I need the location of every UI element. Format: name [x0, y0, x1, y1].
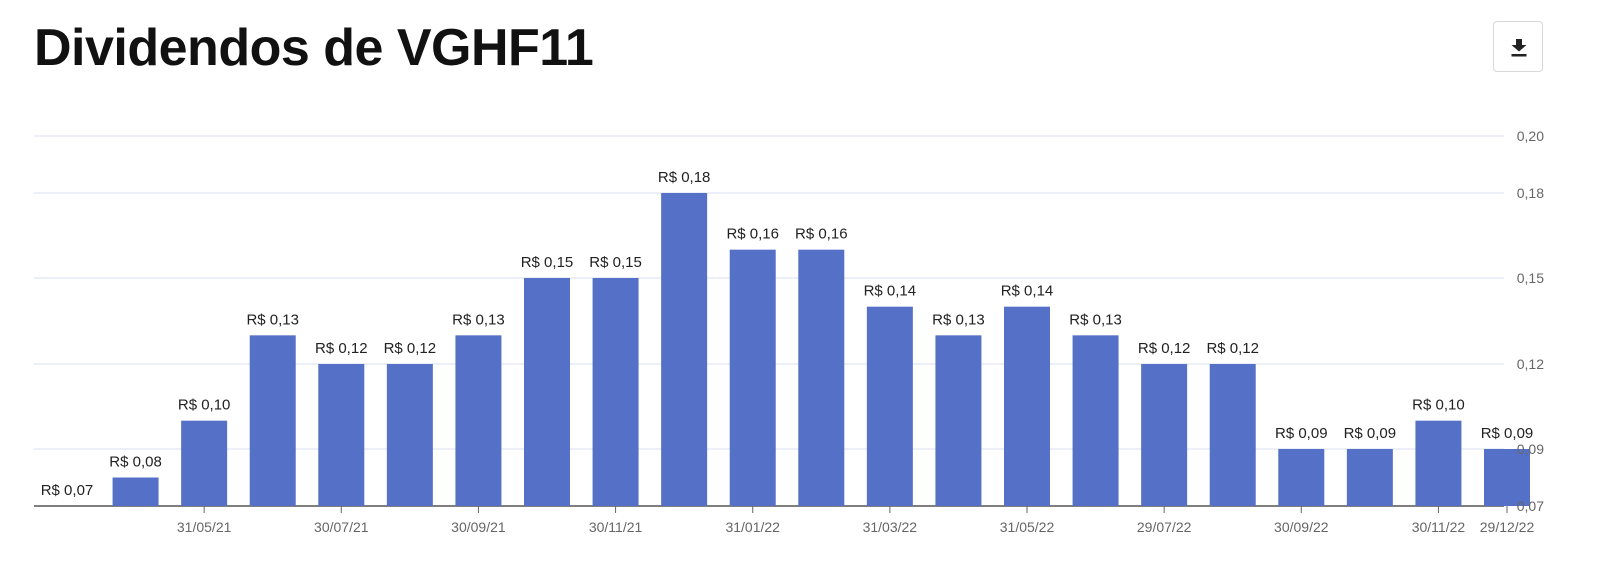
bar-value-label: R$ 0,14: [1001, 283, 1054, 300]
bar[interactable]: [1346, 449, 1393, 506]
bar-value-label: R$ 0,12: [1206, 340, 1259, 357]
x-tick-label: 31/05/21: [177, 519, 232, 535]
bar-value-label: R$ 0,13: [452, 311, 505, 328]
download-button[interactable]: [1493, 21, 1543, 72]
bar[interactable]: [592, 278, 639, 506]
bar[interactable]: [1072, 335, 1119, 506]
bar[interactable]: [455, 335, 502, 506]
x-tick-label: 30/11/21: [589, 519, 643, 535]
y-tick-label: 0,20: [1517, 128, 1544, 144]
bar[interactable]: [112, 477, 159, 507]
bar[interactable]: [866, 306, 913, 506]
chart-title: Dividendos de VGHF11: [34, 19, 594, 77]
y-tick-label: 0,09: [1517, 441, 1544, 457]
bar[interactable]: [935, 335, 982, 506]
bar[interactable]: [1209, 364, 1256, 506]
download-icon: [1511, 39, 1527, 57]
bar-value-label: R$ 0,10: [178, 397, 231, 414]
bar[interactable]: [1278, 449, 1325, 506]
bar-value-label: R$ 0,09: [1481, 425, 1534, 442]
data-labels: R$ 0,07 R$ 0,08 R$ 0,10 R$ 0,13 R$ 0,12 R$ 0,…: [41, 169, 1534, 499]
bar-value-label: R$ 0,12: [315, 340, 368, 357]
y-tick-label: 0,18: [1517, 185, 1544, 201]
bar-value-label: R$ 0,08: [109, 454, 162, 471]
bar-value-label: R$ 0,16: [726, 226, 779, 243]
bar-value-label: R$ 0,18: [658, 169, 711, 186]
bar[interactable]: [1484, 449, 1530, 506]
bar-value-label: R$ 0,15: [589, 254, 642, 271]
bar[interactable]: [386, 364, 433, 506]
y-tick-label: 0,15: [1517, 270, 1544, 286]
bar-value-label: R$ 0,07: [41, 482, 94, 499]
bar-value-label: R$ 0,13: [1069, 311, 1122, 328]
x-tick-label: 30/09/22: [1274, 519, 1329, 535]
bar-value-label: R$ 0,09: [1275, 425, 1328, 442]
bar[interactable]: [661, 193, 708, 506]
y-axis-ticks: 0,07 0,09 0,12 0,15 0,18 0,20: [1517, 128, 1544, 514]
bar-value-label: R$ 0,12: [384, 340, 437, 357]
bar-value-label: R$ 0,16: [795, 226, 848, 243]
bar-value-label: R$ 0,13: [932, 311, 985, 328]
bar-value-label: R$ 0,10: [1412, 397, 1465, 414]
x-tick-label: 29/12/22: [1480, 519, 1535, 535]
x-tick-label: 30/11/22: [1412, 519, 1466, 535]
x-tick-label: 30/09/21: [451, 519, 506, 535]
x-axis-ticks: 31/05/21 30/07/21 30/09/21 30/11/21 31/01/22…: [177, 506, 1535, 535]
bar[interactable]: [181, 420, 228, 506]
bar-value-label: R$ 0,09: [1344, 425, 1397, 442]
bar[interactable]: [798, 249, 845, 506]
bar[interactable]: [1141, 364, 1188, 506]
bars: [112, 193, 1530, 507]
x-tick-label: 31/01/22: [725, 519, 780, 535]
bar[interactable]: [318, 364, 365, 506]
x-tick-label: 31/05/22: [1000, 519, 1055, 535]
y-tick-label: 0,07: [1517, 498, 1544, 514]
y-tick-label: 0,12: [1517, 356, 1544, 372]
bar-value-label: R$ 0,15: [521, 254, 574, 271]
x-tick-label: 31/03/22: [863, 519, 918, 535]
bar-value-label: R$ 0,13: [246, 311, 299, 328]
bar[interactable]: [1415, 420, 1462, 506]
bar-value-label: R$ 0,12: [1138, 340, 1191, 357]
bar-value-label: R$ 0,14: [864, 283, 917, 300]
x-tick-label: 29/07/22: [1137, 519, 1192, 535]
bar[interactable]: [249, 335, 296, 506]
x-tick-label: 30/07/21: [314, 519, 369, 535]
bar[interactable]: [524, 278, 570, 506]
bar[interactable]: [1004, 306, 1050, 506]
bar[interactable]: [729, 249, 776, 506]
